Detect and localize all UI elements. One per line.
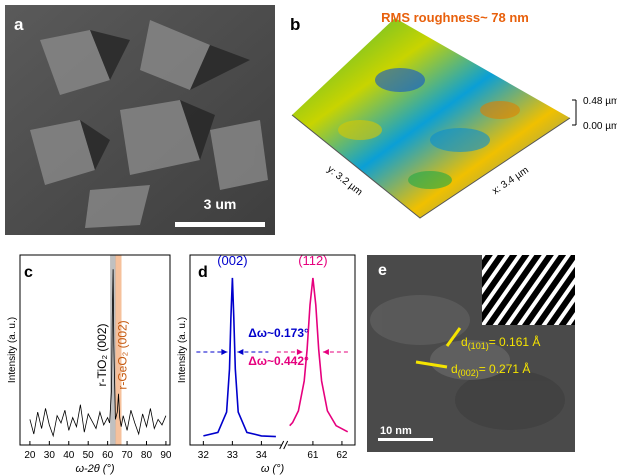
x-tick-label: 32 [198, 450, 210, 461]
panel-d: d 32 33 34 61 62 ω (°) Intensity (a. u.) (002) Δ… [177, 253, 356, 475]
x-tick-label: 34 [256, 450, 268, 461]
fwhm-label: Δω~0.173° [248, 326, 309, 340]
grain-shadow [80, 30, 250, 170]
scale-bar [378, 438, 433, 441]
x-tick-label: 80 [141, 450, 153, 461]
scale-bar [175, 222, 265, 227]
fft-inset [482, 255, 575, 325]
peak-annotation: r-GeO₂ (002) [116, 320, 130, 389]
roughness-label: RMS roughness~ 78 nm [381, 10, 529, 25]
x-tick-label: 90 [160, 450, 172, 461]
x-axis-label: x: 3.4 µm [490, 165, 530, 197]
panel-label: a [14, 15, 24, 34]
spacing-label: d(101)= 0.161 Å [461, 334, 540, 351]
afm-surface [292, 18, 570, 218]
x-axis-label: ω (°) [261, 463, 285, 475]
data-line [29, 269, 167, 438]
plot-frame [19, 254, 171, 446]
z-bottom-label: 0.00 µm [583, 121, 617, 132]
fwhm-label: Δω~0.442° [248, 354, 309, 368]
x-axis-label: ω-2θ (°) [75, 463, 114, 475]
axis-break [283, 440, 289, 450]
fwhm-arrowhead [221, 349, 228, 355]
plot-frame [189, 254, 356, 446]
y-axis-label: Intensity (a. u.) [177, 317, 188, 383]
panel-b: b 0.48 µm 0.00 µm RMS roughness~ 78 nm y… [290, 10, 617, 219]
x-tick-label: 62 [336, 450, 348, 461]
highlight-band [115, 255, 122, 445]
panel-label: c [24, 264, 33, 281]
data-line [289, 277, 349, 433]
x-tick-label: 60 [102, 450, 114, 461]
z-top-label: 0.48 µm [583, 96, 617, 107]
x-tick-label: 20 [24, 450, 36, 461]
spacing-index: (101) [468, 341, 489, 351]
x-tick-label: 30 [44, 450, 56, 461]
afm-features [338, 68, 520, 189]
fwhm-arrowhead [237, 349, 244, 355]
panel-label: d [198, 264, 208, 281]
axis-break-gap [281, 441, 288, 449]
tem-texture [370, 295, 565, 430]
x-tick-label: 33 [227, 450, 239, 461]
y-axis-label: y: 3.2 µm [325, 164, 364, 198]
panel-label: e [378, 262, 387, 279]
fwhm-arrowhead [322, 349, 329, 355]
scale-bar-label: 10 nm [380, 425, 412, 437]
x-tick-label: 40 [63, 450, 75, 461]
legend-label: (002) [217, 253, 247, 268]
spacing-symbol: d [451, 362, 458, 376]
peak-annotation: r-TiO₂ (002) [95, 324, 109, 387]
panel-label: b [290, 15, 300, 34]
x-tick-label: 61 [307, 450, 319, 461]
fwhm-arrowhead [296, 349, 303, 355]
spacing-marker [415, 360, 448, 369]
data-line [203, 277, 276, 438]
spacing-label: d(002)= 0.271 Å [451, 361, 530, 378]
x-tick-label: 50 [83, 450, 95, 461]
panel-a: a 3 um [5, 5, 275, 235]
highlight-band [110, 255, 117, 445]
spacing-value: = 0.271 Å [479, 361, 531, 376]
panel-e: e d(101)= 0.161 Å d(002)= 0.271 Å 10 nm [367, 255, 575, 452]
spacing-symbol: d [461, 335, 468, 349]
axis-edge [291, 114, 571, 219]
scale-bar-label: 3 um [204, 196, 237, 212]
grain-texture [30, 20, 268, 228]
x-tick-label: 70 [121, 450, 133, 461]
panel-c: c 20 30 40 50 60 70 80 90 ω-2θ (°) Intensity (a. … [7, 254, 172, 475]
legend-label: (112) [298, 253, 327, 268]
axis-break [279, 440, 285, 450]
spacing-marker [445, 327, 462, 347]
spacing-index: (002) [458, 368, 479, 378]
spacing-value: = 0.161 Å [489, 334, 541, 349]
y-axis-label: Intensity (a. u.) [7, 317, 18, 383]
